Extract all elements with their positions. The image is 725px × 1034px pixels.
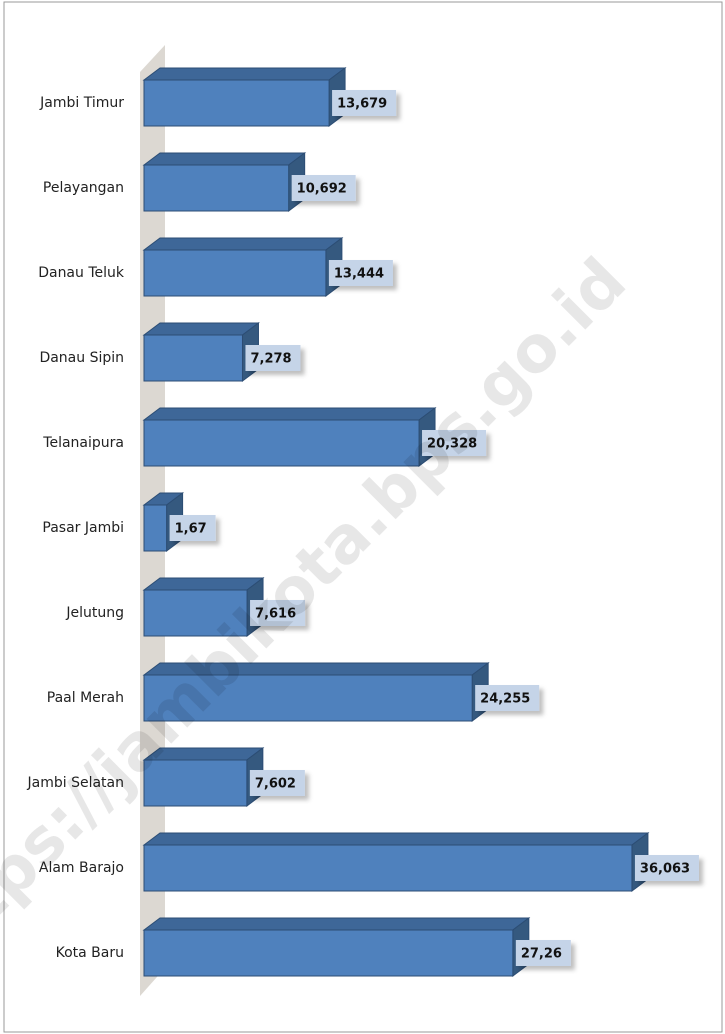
bar-front [143, 164, 290, 212]
category-label: Jelutung [65, 605, 124, 621]
value-label: 1,67 [175, 522, 207, 537]
bar-front [143, 419, 420, 467]
value-label: 36,063 [640, 862, 690, 877]
bar [142, 832, 650, 892]
value-label-box [422, 430, 487, 456]
bar-front [143, 589, 248, 637]
bar-top [142, 407, 437, 421]
value-label: 13,444 [334, 267, 384, 282]
category-label: Danau Teluk [38, 265, 125, 281]
value-label: 7,616 [255, 607, 296, 622]
bar [142, 152, 307, 212]
value-label-box [245, 345, 301, 371]
category-label: Alam Barajo [39, 860, 124, 876]
bar-top [142, 237, 344, 251]
value-label-box [249, 770, 305, 796]
bar [142, 322, 260, 382]
bar [142, 67, 347, 127]
category-label: Jambi Selatan [27, 775, 124, 791]
bar-top [142, 322, 260, 336]
bar-front [143, 844, 633, 892]
bar [142, 237, 344, 297]
bar-front [143, 79, 330, 127]
bar [142, 917, 531, 977]
bar-front [143, 249, 327, 297]
frame [3, 1, 723, 1033]
value-label-box [515, 940, 571, 966]
bar-top [142, 832, 650, 846]
value-label: 24,255 [480, 692, 530, 707]
value-label: 7,602 [255, 777, 296, 792]
category-label: Pasar Jambi [42, 520, 124, 536]
category-label: Paal Merah [47, 690, 124, 706]
bar-front [143, 759, 248, 807]
value-label-box [291, 175, 356, 201]
value-label: 27,26 [521, 947, 562, 962]
bar-front [143, 674, 473, 722]
value-label: 10,692 [297, 182, 347, 197]
category-label: Pelayangan [43, 180, 124, 196]
value-label-box [332, 90, 397, 116]
category-label: Danau Sipin [39, 350, 124, 366]
value-label-box [634, 855, 699, 881]
bar-top [142, 917, 531, 931]
value-label: 13,679 [337, 97, 387, 112]
category-label: Telanaipura [42, 435, 124, 451]
category-label: Jambi Timur [39, 95, 124, 111]
bar-top [142, 67, 347, 81]
value-label: 7,278 [250, 352, 291, 367]
value-label: 20,328 [427, 437, 477, 452]
category-label: Kota Baru [56, 945, 124, 961]
value-label-box [328, 260, 393, 286]
value-label-box [475, 685, 540, 711]
bar-front [143, 929, 514, 977]
bar-front [143, 334, 243, 382]
bar-top [142, 152, 307, 166]
value-label-box [169, 515, 216, 541]
bar-front [143, 504, 168, 552]
bars: Jambi Timur 13,679 Pelayangan 10,692 Danau T… [27, 67, 699, 977]
value-label-box [250, 600, 306, 626]
